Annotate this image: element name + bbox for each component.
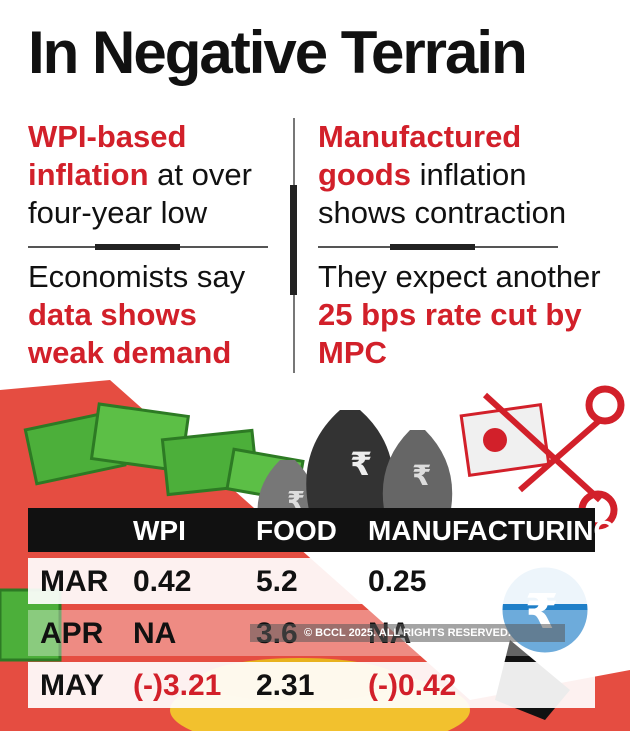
right-headline-text: inflation shows contraction — [318, 157, 567, 230]
row-label: MAR — [40, 565, 109, 598]
manufacturing-value: 0.25 — [368, 565, 427, 598]
right-note: They expect another 25 bps rate cut by M… — [318, 258, 608, 372]
scissors-icon — [459, 385, 625, 530]
column-header: FOOD — [256, 515, 337, 546]
manufacturing-value: (-)0.42 — [368, 669, 457, 702]
vertical-divider-accent — [290, 185, 297, 295]
left-headline-text: at over four-year low — [28, 157, 252, 230]
right-panel: Manufactured goods inflation shows contr… — [318, 118, 608, 372]
food-value: 2.31 — [256, 669, 315, 702]
left-note-highlight: data shows weak demand — [28, 297, 232, 370]
table-row: MAR 0.42 5.2 0.25 — [28, 558, 595, 604]
copyright-watermark: © BCCL 2025. ALL RIGHTS RESERVED. — [250, 624, 565, 642]
left-headline-highlight: WPI-based inflation — [28, 119, 187, 192]
row-label: MAY — [40, 669, 104, 702]
food-value: 5.2 — [256, 565, 298, 598]
left-divider-accent — [95, 244, 180, 250]
left-panel: WPI-based inflation at over four-year lo… — [28, 118, 273, 372]
right-divider-accent — [390, 244, 475, 250]
table-row: MAY (-)3.21 2.31 (-)0.42 — [28, 662, 595, 708]
inflation-table: WPI FOOD MANUFACTURING MAR 0.42 5.2 0.25… — [28, 508, 615, 708]
svg-text:₹: ₹ — [412, 460, 431, 491]
right-headline: Manufactured goods inflation shows contr… — [318, 118, 608, 232]
svg-text:₹: ₹ — [350, 446, 372, 482]
left-note: Economists say data shows weak demand — [28, 258, 273, 372]
wpi-value: (-)3.21 — [133, 669, 222, 702]
right-note-highlight: 25 bps rate cut by MPC — [318, 297, 582, 370]
left-note-text: Economists say — [28, 259, 246, 294]
column-header: MANUFACTURING — [368, 515, 616, 546]
page-title: In Negative Terrain — [28, 19, 528, 86]
wpi-value: NA — [133, 617, 177, 650]
table-header: WPI FOOD MANUFACTURING — [28, 508, 615, 552]
right-note-text: They expect another — [318, 259, 601, 294]
left-headline: WPI-based inflation at over four-year lo… — [28, 118, 273, 232]
right-headline-highlight: Manufactured goods — [318, 119, 522, 192]
wpi-value: 0.42 — [133, 565, 192, 598]
column-header: WPI — [133, 515, 186, 546]
row-label: APR — [40, 617, 104, 650]
